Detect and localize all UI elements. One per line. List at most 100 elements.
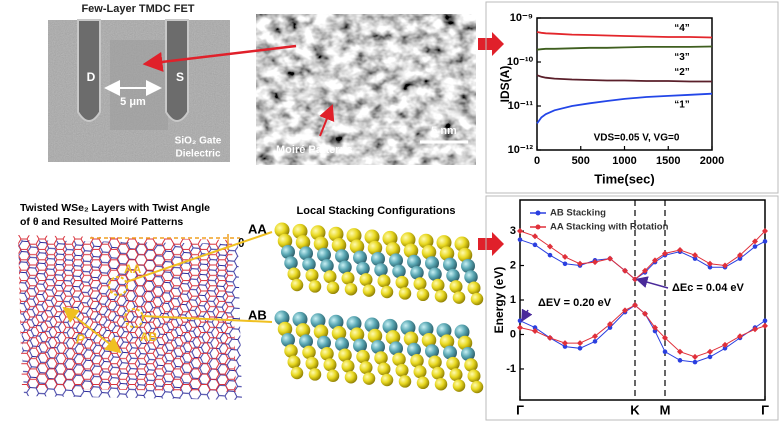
atom <box>346 316 362 332</box>
drain-label: D <box>87 70 96 84</box>
atom <box>290 366 304 380</box>
atom <box>362 284 376 297</box>
atom <box>467 369 481 383</box>
marker <box>562 344 568 349</box>
atom <box>290 278 304 292</box>
marker <box>622 267 628 274</box>
atom <box>434 377 448 391</box>
marker <box>692 256 698 261</box>
atom <box>449 368 463 382</box>
atom <box>335 249 349 264</box>
atom <box>362 372 376 385</box>
atom <box>439 246 455 261</box>
sem-scale: 5 μm <box>120 96 146 108</box>
atom <box>436 323 452 339</box>
marker <box>547 243 553 250</box>
marker <box>762 318 768 323</box>
marker <box>577 345 583 351</box>
marker <box>517 237 523 242</box>
sem-caption: SiO₂ Gate <box>175 136 222 147</box>
atom <box>328 314 344 330</box>
sem-caption: Dielectric <box>175 149 220 160</box>
atom <box>299 334 313 349</box>
series-line <box>536 31 713 39</box>
x-tick-label: 1500 <box>656 155 680 167</box>
atom <box>344 370 358 384</box>
atom <box>364 317 380 333</box>
atom <box>434 289 448 303</box>
atom <box>452 291 466 304</box>
x-axis-label: Time(sec) <box>594 171 654 186</box>
marker <box>752 326 758 333</box>
atom <box>385 242 401 257</box>
marker <box>707 348 713 355</box>
y-tick-label: 10⁻¹⁰ <box>507 56 534 68</box>
marker <box>562 253 568 260</box>
marker <box>562 261 568 267</box>
y-axis-label: IDS(A) <box>498 66 512 103</box>
x-tick-label: 2000 <box>700 155 724 167</box>
atom <box>326 281 340 295</box>
atoms <box>274 222 484 394</box>
block-arrow <box>478 32 504 56</box>
y-tick-label: 10⁻¹² <box>508 144 534 156</box>
atom <box>349 327 365 342</box>
atom <box>398 287 412 300</box>
atom <box>320 259 334 273</box>
atom <box>380 285 394 299</box>
atom <box>428 355 442 369</box>
atom <box>449 280 463 294</box>
atom <box>400 232 416 248</box>
annotation-arrow <box>635 276 669 289</box>
x-tick-label: 1000 <box>612 155 636 167</box>
series-line <box>536 45 713 51</box>
period-arrow <box>62 306 122 354</box>
atom <box>299 246 313 261</box>
marker <box>677 247 683 253</box>
y-axis-label: Energy (eV) <box>492 267 506 334</box>
atom <box>277 321 293 337</box>
atom <box>326 369 340 383</box>
sem-flake <box>110 40 168 130</box>
atom <box>457 335 473 351</box>
atom <box>356 261 370 276</box>
atom <box>335 337 349 352</box>
atom <box>380 373 394 387</box>
moire-label: Moiré Patterns <box>276 144 352 156</box>
pointer-arrow <box>142 44 297 72</box>
atom <box>403 243 419 259</box>
lattice-top-layer <box>18 235 236 392</box>
atom <box>308 368 322 381</box>
marker <box>752 244 758 249</box>
atom <box>313 236 329 252</box>
series-label: “4” <box>674 23 690 34</box>
atom <box>356 349 370 364</box>
marker <box>762 239 768 244</box>
marker <box>737 333 743 340</box>
marker <box>547 334 553 341</box>
y-tick-label: 1 <box>510 294 516 306</box>
link-line <box>125 231 273 283</box>
atom <box>367 240 383 256</box>
legend-marker <box>535 224 541 230</box>
atom <box>431 366 445 380</box>
marker <box>762 228 768 235</box>
marker <box>652 257 658 264</box>
ab-label: AB <box>140 330 158 344</box>
series-label: “3” <box>674 52 690 63</box>
atom <box>454 324 470 340</box>
atom <box>323 358 337 372</box>
block-arrow <box>478 232 504 256</box>
marker <box>662 334 668 341</box>
atom <box>392 264 406 279</box>
atom <box>292 311 308 327</box>
y-tick-label: 10⁻⁹ <box>510 12 533 24</box>
atom <box>374 351 388 365</box>
marker <box>722 345 728 351</box>
atom <box>359 273 373 287</box>
x-tick-label: K <box>630 402 640 417</box>
marker <box>517 318 523 323</box>
atom <box>403 331 419 347</box>
atom <box>454 236 470 252</box>
atom <box>292 223 308 239</box>
